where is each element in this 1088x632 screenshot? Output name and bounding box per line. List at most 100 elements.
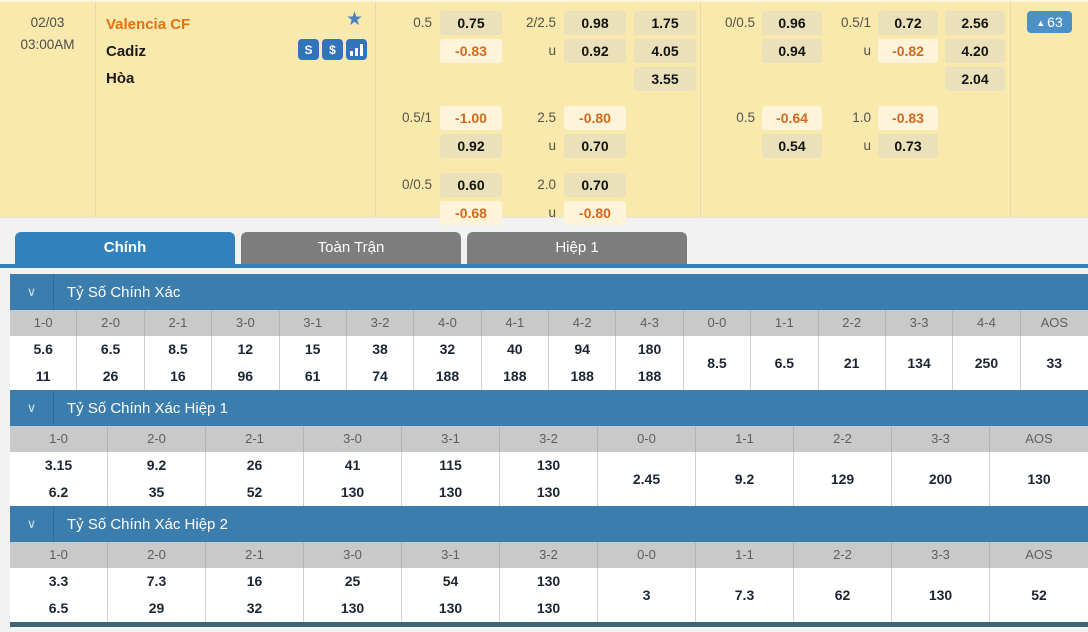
odds-cell[interactable]: 2.04 (945, 67, 1005, 91)
odds-cell[interactable]: 0.70 (564, 134, 626, 158)
odds-cell[interactable]: 0.60 (440, 173, 502, 197)
odds-cell[interactable]: 0.92 (440, 134, 502, 158)
odds-slip-icon[interactable]: S (298, 39, 319, 60)
odds-value: 8.5 (168, 341, 188, 357)
odds-cell[interactable]: 0.92 (564, 39, 626, 63)
score-header: 2-1 (144, 310, 213, 336)
content-area: ∨ Tỷ Số Chính Xác 1-0 5.6 11 2-0 6.5 26 2-1 8.5… (10, 274, 1088, 622)
score-column: AOS 52 (990, 542, 1088, 622)
odds-value: 32 (246, 600, 263, 616)
tab-toan-tran[interactable]: Toàn Trận (241, 232, 461, 264)
score-header: 4-1 (481, 310, 549, 336)
odds-cell[interactable]: 4.05 (634, 39, 696, 63)
chevron-down-icon[interactable]: ∨ (10, 390, 54, 426)
odds-cell[interactable]: 0.75 (440, 11, 502, 35)
chevron-down-icon[interactable]: ∨ (10, 274, 54, 310)
odds-value: 96 (237, 368, 254, 384)
score-odds: 16 32 (206, 568, 304, 622)
odds-cell[interactable]: -1.00 (440, 106, 502, 130)
odds-panel-right: 0/0.5 0.96 0.5/1 0.72 2.56 0.94 u -0.82 4.20 2.04… (700, 2, 1010, 217)
odds-value: 130 (340, 600, 365, 616)
section-correct-score-half1: ∨ Tỷ Số Chính Xác Hiệp 1 1-0 3.15 6.2 2-0 9.… (10, 390, 1088, 506)
section-title: Tỷ Số Chính Xác (67, 283, 181, 301)
odds-cell[interactable]: -0.80 (564, 201, 626, 225)
odds-cell[interactable]: 0.73 (878, 134, 938, 158)
more-markets-cell: ▲ 63 (1010, 2, 1088, 217)
score-header: 4-3 (616, 310, 684, 336)
odds-value: 2.45 (632, 470, 661, 487)
odds-cell[interactable]: -0.68 (440, 201, 502, 225)
tab-chinh[interactable]: Chính (15, 232, 235, 264)
score-header: 4-0 (414, 310, 482, 336)
odds-cell[interactable]: -0.83 (878, 106, 938, 130)
teams-cell: Valencia CF Cadiz Hòa ★ S $ (96, 2, 376, 217)
star-icon[interactable]: ★ (345, 9, 363, 30)
odds-cell[interactable]: 4.20 (945, 39, 1005, 63)
odds-value: 130 (1027, 470, 1051, 487)
score-header: 3-3 (892, 426, 990, 452)
total-label: 2.5 (537, 110, 556, 125)
odds-cell[interactable]: 0.98 (564, 11, 626, 35)
score-column: 0-0 3 (598, 542, 696, 622)
odds-value: 29 (148, 600, 165, 616)
odds-cell[interactable]: 0.94 (762, 39, 822, 63)
more-markets-button[interactable]: ▲ 63 (1027, 11, 1072, 33)
odds-cell[interactable]: 0.72 (878, 11, 938, 35)
odds-cell[interactable]: -0.64 (762, 106, 822, 130)
section-header-correct-score[interactable]: ∨ Tỷ Số Chính Xác (10, 274, 1088, 310)
score-odds: 3.3 6.5 (10, 568, 108, 622)
score-header: 2-2 (818, 310, 886, 336)
odds-value: 33 (1046, 354, 1063, 371)
score-column: 2-0 7.3 29 (108, 542, 206, 622)
spacer (634, 106, 696, 130)
score-column: 1-1 6.5 (751, 310, 819, 390)
score-odds: 130 (892, 568, 990, 622)
away-team-name: Cadiz (106, 43, 147, 60)
odds-cell[interactable]: -0.80 (564, 106, 626, 130)
odds-group: 0.5 -0.64 1.0 -0.83 0.54 u 0.73 (707, 106, 1010, 158)
score-header: 0-0 (683, 310, 752, 336)
score-odds: 130 (990, 452, 1088, 506)
odds-cell[interactable]: 3.55 (634, 67, 696, 91)
tab-underline (0, 264, 1088, 268)
section-header-correct-score-half2[interactable]: ∨ Tỷ Số Chính Xác Hiệp 2 (10, 506, 1088, 542)
score-header: AOS (990, 426, 1088, 452)
odds-cell[interactable]: -0.82 (878, 39, 938, 63)
score-header: 3-0 (212, 310, 280, 336)
spacer (829, 67, 871, 91)
odds-cell[interactable]: 0.70 (564, 173, 626, 197)
score-odds: 54 130 (402, 568, 500, 622)
score-odds: 32 188 (414, 336, 482, 390)
odds-value: 40 (507, 341, 523, 357)
score-header: 2-2 (794, 426, 892, 452)
score-odds: 38 74 (346, 336, 415, 390)
odds-cell[interactable]: 0.96 (762, 11, 822, 35)
odds-cell[interactable]: 0.54 (762, 134, 822, 158)
odds-value: 115 (439, 457, 462, 473)
total-label: 2.0 (537, 177, 556, 192)
score-header: 1-0 (10, 310, 78, 336)
odds-group: 0/0.5 0.60 2.0 0.70 -0.68 u -0.80 (382, 173, 700, 225)
match-row: 02/03 03:00AM Valencia CF Cadiz Hòa ★ S … (0, 0, 1088, 225)
tab-hiep-1[interactable]: Hiệp 1 (467, 232, 687, 264)
home-team-name: Valencia CF (106, 16, 191, 33)
money-icon[interactable]: $ (322, 39, 343, 60)
spacer (510, 67, 556, 91)
score-column: 1-0 5.6 11 (10, 310, 78, 390)
spacer (382, 39, 432, 63)
section-header-correct-score-half1[interactable]: ∨ Tỷ Số Chính Xác Hiệp 1 (10, 390, 1088, 426)
score-column: 0-0 2.45 (598, 426, 696, 506)
odds-cell[interactable]: -0.83 (440, 39, 502, 63)
stats-icon[interactable] (346, 39, 367, 60)
chevron-down-icon[interactable]: ∨ (10, 506, 54, 542)
score-header: 3-3 (885, 310, 954, 336)
odds-cell[interactable]: 1.75 (634, 11, 696, 35)
score-odds: 7.3 (696, 568, 794, 622)
odds-cell[interactable]: 2.56 (945, 11, 1005, 35)
score-odds: 6.5 (751, 336, 819, 390)
odds-value: 188 (570, 368, 594, 384)
odds-value: 130 (536, 484, 561, 500)
odds-value: 7.3 (734, 586, 755, 603)
score-column: 4-4 250 (953, 310, 1021, 390)
score-odds: 52 (990, 568, 1088, 622)
